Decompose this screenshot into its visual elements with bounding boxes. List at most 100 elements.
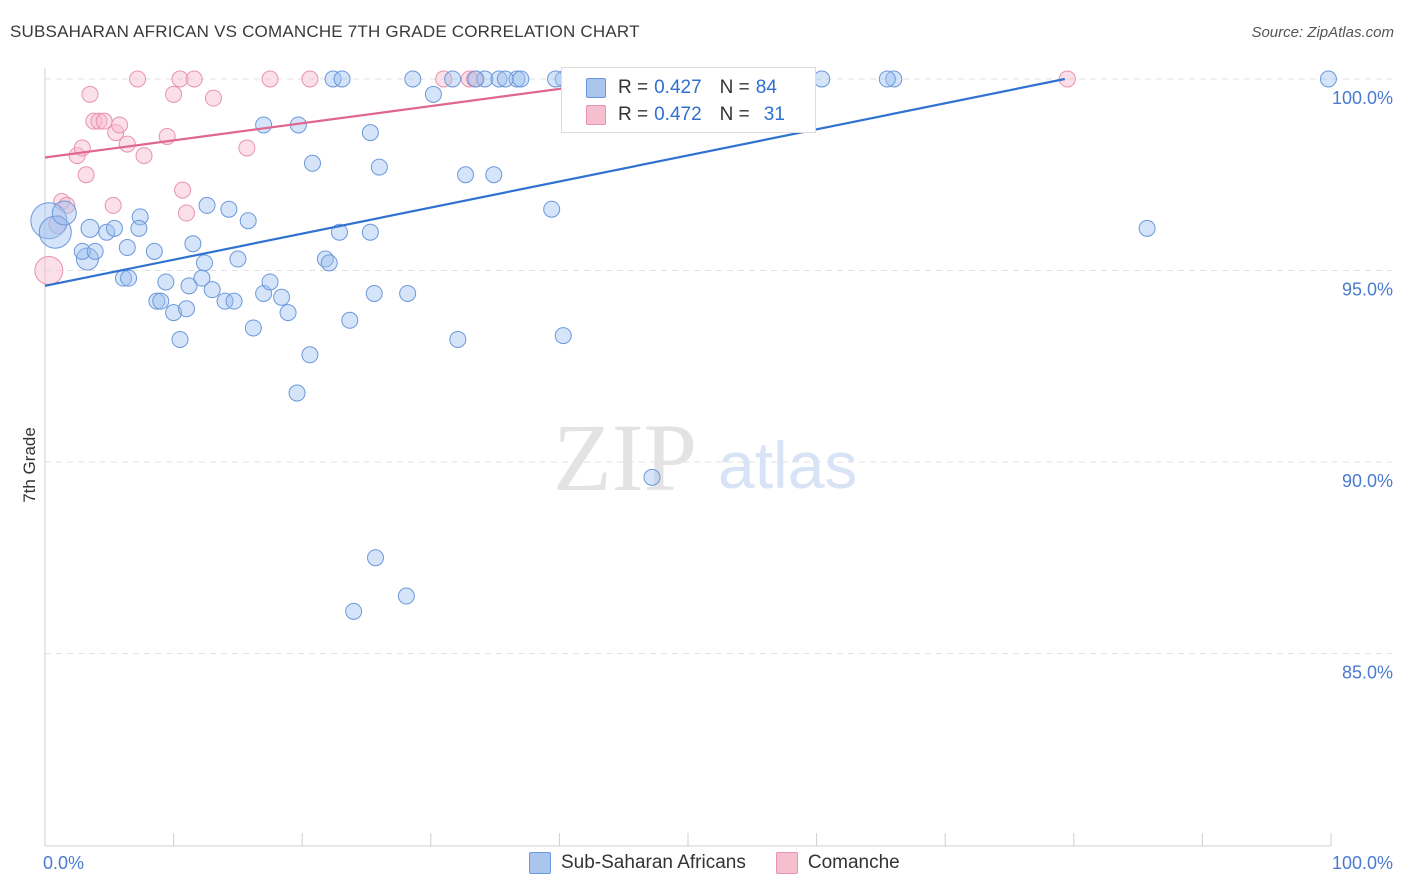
subsaharan-point bbox=[51, 200, 77, 226]
comanche-point bbox=[107, 124, 125, 142]
y-axis-label: 7th Grade bbox=[20, 427, 39, 503]
subsaharan-point bbox=[365, 284, 383, 302]
subsaharan-point bbox=[885, 70, 903, 88]
comanche-point bbox=[301, 70, 319, 88]
subsaharan-point bbox=[490, 70, 508, 88]
subsaharan-point bbox=[333, 70, 351, 88]
subsaharan-point bbox=[171, 330, 189, 348]
comanche-point bbox=[34, 256, 64, 285]
subsaharan-point bbox=[1138, 219, 1156, 237]
y-tick-label: 95.0% bbox=[1342, 280, 1393, 300]
subsaharan-point bbox=[80, 218, 100, 238]
comanche-trend-line bbox=[44, 77, 635, 159]
subsaharan-point bbox=[229, 250, 247, 268]
subsaharan-point bbox=[496, 70, 514, 88]
subsaharan-point bbox=[273, 288, 291, 306]
comanche-point bbox=[435, 70, 453, 88]
subsaharan-point bbox=[361, 124, 379, 142]
subsaharan-point bbox=[813, 70, 831, 88]
subsaharan-point bbox=[244, 319, 262, 337]
subsaharan-point bbox=[301, 346, 319, 364]
r-value: 0.472 bbox=[654, 104, 702, 125]
subsaharan-point bbox=[508, 70, 526, 88]
legend-label: Comanche bbox=[807, 852, 900, 873]
subsaharan-point bbox=[118, 239, 136, 257]
blue-swatch bbox=[586, 78, 606, 98]
legend-item-comanche[interactable]: Comanche bbox=[775, 852, 900, 874]
watermark: ZIP atlas bbox=[553, 404, 857, 511]
comanche-point bbox=[104, 196, 122, 214]
subsaharan-point bbox=[195, 254, 213, 272]
subsaharan-point bbox=[288, 384, 306, 402]
subsaharan-point bbox=[279, 304, 297, 322]
legend-label: Sub-Saharan Africans bbox=[561, 852, 746, 873]
subsaharan-point bbox=[485, 166, 503, 184]
subsaharan-point bbox=[444, 70, 462, 88]
subsaharan-point bbox=[449, 330, 467, 348]
comanche-point bbox=[165, 85, 183, 103]
subsaharan-point bbox=[180, 277, 198, 295]
subsaharan-point bbox=[457, 166, 475, 184]
subsaharan-point bbox=[543, 200, 561, 218]
axes bbox=[44, 68, 1332, 847]
subsaharan-point bbox=[320, 254, 338, 272]
legend-row-subsaharan: R = 0.427 N = 84 bbox=[586, 75, 777, 101]
subsaharan-point bbox=[467, 70, 485, 88]
comanche-point bbox=[118, 135, 136, 153]
subsaharan-point bbox=[86, 242, 104, 260]
y-tick-label: 100.0% bbox=[1332, 88, 1393, 108]
legend-item-subsaharan[interactable]: Sub-Saharan Africans bbox=[529, 852, 746, 874]
subsaharan-point bbox=[239, 212, 257, 230]
subsaharan-point bbox=[367, 549, 385, 567]
comanche-point bbox=[111, 116, 129, 134]
pink-swatch bbox=[586, 105, 606, 125]
subsaharan-point bbox=[512, 70, 530, 88]
subsaharan-point bbox=[216, 292, 234, 310]
subsaharan-point bbox=[397, 587, 415, 605]
trend-lines bbox=[44, 77, 1066, 287]
watermark-atlas: atlas bbox=[718, 428, 857, 502]
subsaharan-point bbox=[165, 304, 183, 322]
comanche-point bbox=[90, 112, 108, 130]
n-label: N = bbox=[719, 104, 750, 125]
subsaharan-point bbox=[370, 158, 388, 176]
blue-swatch bbox=[529, 852, 551, 874]
comanche-point bbox=[185, 70, 203, 88]
comanche-point bbox=[204, 89, 222, 107]
subsaharan-point bbox=[177, 300, 195, 318]
subsaharan-points bbox=[30, 70, 1337, 620]
n-value: 84 bbox=[755, 77, 777, 98]
subsaharan-point bbox=[157, 273, 175, 291]
comanche-point bbox=[77, 166, 95, 184]
comanche-point bbox=[174, 181, 192, 199]
subsaharan-trend-line bbox=[44, 77, 1066, 287]
subsaharan-point bbox=[152, 292, 170, 310]
comanche-point bbox=[238, 139, 256, 157]
comanche-point bbox=[261, 70, 279, 88]
subsaharan-point bbox=[261, 273, 279, 291]
r-label: R = bbox=[618, 77, 649, 98]
series-legend: Sub-Saharan Africans Comanche bbox=[529, 852, 930, 874]
grid-lines bbox=[45, 78, 1392, 654]
y-tick-label: 85.0% bbox=[1342, 663, 1393, 683]
subsaharan-point bbox=[225, 292, 243, 310]
subsaharan-point bbox=[554, 327, 572, 345]
comanche-point bbox=[129, 70, 147, 88]
subsaharan-point bbox=[255, 116, 273, 134]
comanche-point bbox=[85, 112, 103, 130]
subsaharan-point bbox=[73, 242, 91, 260]
subsaharan-point bbox=[203, 281, 221, 299]
n-label: N = bbox=[719, 77, 750, 98]
subsaharan-point bbox=[198, 196, 216, 214]
source-label: Source: ZipAtlas.com bbox=[1251, 24, 1394, 41]
comanche-point bbox=[135, 147, 153, 165]
subsaharan-point bbox=[345, 602, 363, 620]
subsaharan-point bbox=[330, 223, 348, 241]
subsaharan-point bbox=[476, 70, 494, 88]
r-label: R = bbox=[618, 104, 649, 125]
n-value: 31 bbox=[763, 104, 785, 125]
y-tick-label: 90.0% bbox=[1342, 471, 1393, 491]
subsaharan-point bbox=[404, 70, 422, 88]
subsaharan-point bbox=[1319, 70, 1337, 88]
subsaharan-point bbox=[643, 468, 661, 486]
